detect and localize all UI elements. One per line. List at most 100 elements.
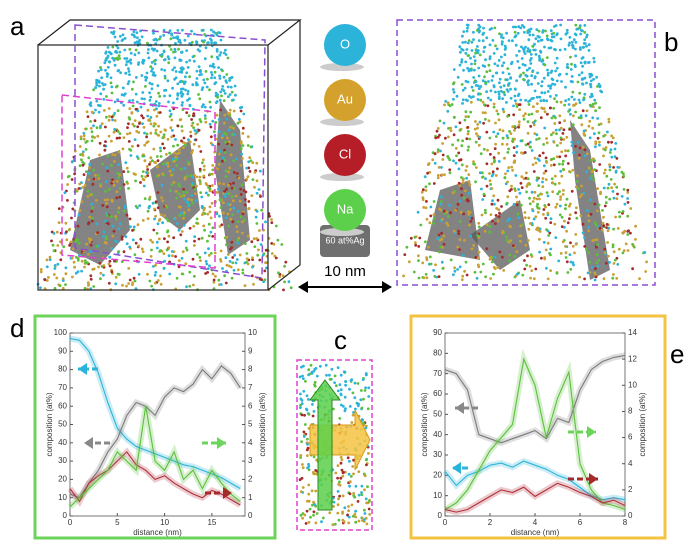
atom [187,66,190,69]
atom [513,146,516,149]
atom [629,232,632,235]
atom [271,252,274,255]
atom [191,182,194,185]
atom [568,103,571,106]
atom [479,171,482,174]
atom [502,137,505,140]
atom [163,147,166,150]
atom [134,53,137,56]
atom [129,218,132,221]
atom [425,185,428,188]
atom [473,55,476,58]
atom [567,150,570,153]
atom [573,38,576,41]
atom [494,122,497,125]
atom [495,110,498,113]
atom [104,69,107,72]
y-axis-label: composition (at%) [45,392,54,456]
atom [212,273,215,276]
atom [535,37,538,40]
atom [518,66,521,69]
atom [638,277,641,280]
atom [566,66,569,69]
atom [501,64,504,67]
atom [236,172,239,175]
atom [306,454,309,457]
atom [594,267,597,270]
atom [529,145,532,148]
atom [556,203,559,206]
atom [121,236,124,239]
atom [102,88,105,91]
panel-label: a [10,11,25,41]
atom [153,48,156,51]
atom [95,245,98,248]
atom [594,109,597,112]
atom [144,85,147,88]
atom [626,189,629,192]
scale-bar [382,281,392,293]
atom [474,256,477,259]
atom [600,91,603,94]
atom [186,93,189,96]
atom [475,80,478,83]
atom [354,510,357,513]
atom [185,111,188,114]
atom [568,217,571,220]
atom [467,146,470,149]
atom [503,93,506,96]
atom [459,51,462,54]
atom [164,75,167,78]
atom [545,137,548,140]
atom [340,462,343,465]
atom [239,200,242,203]
atom [172,236,175,239]
atom [561,216,564,219]
atom [482,64,485,67]
atom [225,118,228,121]
y2-tick-label: 1 [248,493,253,502]
x-tick-label: 4 [533,518,538,527]
atom [463,270,466,273]
atom [195,185,198,188]
atom [616,197,619,200]
atom [534,191,537,194]
atom [556,80,559,83]
atom [80,270,83,273]
atom [602,222,605,225]
atom [211,74,214,77]
atom [608,163,611,166]
atom [418,277,421,280]
atom [489,183,492,186]
atom [219,91,222,94]
atom [618,211,621,214]
atom [113,160,116,163]
atom [611,277,614,280]
atom [87,115,90,118]
atom [160,55,163,58]
atom [553,35,556,38]
y2-tick-label: 4 [248,438,253,447]
atom [538,198,541,201]
atom [586,109,589,112]
atom [114,64,117,67]
y-tick-label: 80 [433,348,442,357]
atom [544,110,547,113]
atom [177,192,180,195]
atom [344,409,347,412]
atom [426,172,429,175]
atom [150,123,153,126]
atom [337,503,340,506]
atom [361,407,364,410]
atom [456,246,459,249]
atom [182,190,185,193]
atom [188,209,191,212]
atom [300,514,303,517]
atom [209,173,212,176]
atom [467,133,470,136]
atom [616,263,619,266]
atom [534,75,537,78]
atom [158,238,161,241]
atom [461,164,464,167]
atom [584,154,587,157]
